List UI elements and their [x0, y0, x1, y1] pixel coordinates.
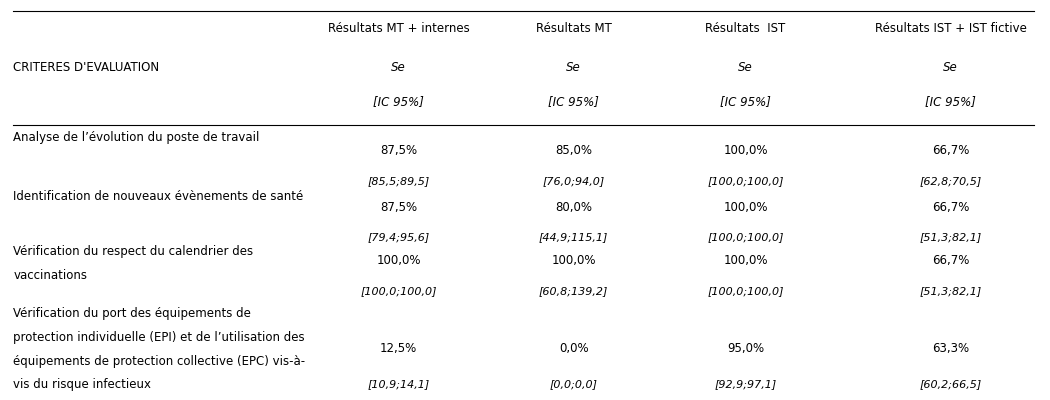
Text: Résultats IST + IST fictive: Résultats IST + IST fictive — [875, 22, 1027, 34]
Text: 100,0%: 100,0% — [551, 254, 596, 267]
Text: [0,0;0,0]: [0,0;0,0] — [549, 380, 597, 390]
Text: Analyse de l’évolution du poste de travail: Analyse de l’évolution du poste de trava… — [14, 131, 259, 144]
Text: Se: Se — [738, 60, 753, 74]
Text: [76,0;94,0]: [76,0;94,0] — [543, 176, 605, 186]
Text: [100,0;100,0]: [100,0;100,0] — [708, 176, 783, 186]
Text: [IC 95%]: [IC 95%] — [720, 95, 771, 108]
Text: 100,0%: 100,0% — [723, 200, 768, 214]
Text: 0,0%: 0,0% — [559, 342, 588, 355]
Text: [85,5;89,5]: [85,5;89,5] — [368, 176, 429, 186]
Text: [92,9;97,1]: [92,9;97,1] — [714, 380, 777, 390]
Text: CRITERES D'EVALUATION: CRITERES D'EVALUATION — [14, 60, 160, 74]
Text: Se: Se — [392, 60, 406, 74]
Text: [IC 95%]: [IC 95%] — [925, 95, 976, 108]
Text: 85,0%: 85,0% — [555, 144, 592, 157]
Text: 87,5%: 87,5% — [380, 200, 417, 214]
Text: 87,5%: 87,5% — [380, 144, 417, 157]
Text: 80,0%: 80,0% — [555, 200, 592, 214]
Text: 66,7%: 66,7% — [932, 254, 969, 267]
Text: [51,3;82,1]: [51,3;82,1] — [920, 286, 982, 296]
Text: 95,0%: 95,0% — [727, 342, 764, 355]
Text: 100,0%: 100,0% — [723, 144, 768, 157]
Text: 100,0%: 100,0% — [376, 254, 421, 267]
Text: Résultats MT: Résultats MT — [536, 22, 611, 34]
Text: [100,0;100,0]: [100,0;100,0] — [360, 286, 437, 296]
Text: [44,9;115,1]: [44,9;115,1] — [539, 232, 608, 242]
Text: [60,8;139,2]: [60,8;139,2] — [539, 286, 608, 296]
Text: 100,0%: 100,0% — [723, 254, 768, 267]
Text: 66,7%: 66,7% — [932, 200, 969, 214]
Text: Vérification du port des équipements de: Vérification du port des équipements de — [14, 307, 251, 320]
Text: [IC 95%]: [IC 95%] — [548, 95, 600, 108]
Text: 63,3%: 63,3% — [932, 342, 969, 355]
Text: Se: Se — [943, 60, 959, 74]
Text: [51,3;82,1]: [51,3;82,1] — [920, 232, 982, 242]
Text: vaccinations: vaccinations — [14, 269, 87, 282]
Text: 12,5%: 12,5% — [380, 342, 417, 355]
Text: protection individuelle (EPI) et de l’utilisation des: protection individuelle (EPI) et de l’ut… — [14, 331, 304, 344]
Text: [10,9;14,1]: [10,9;14,1] — [368, 380, 429, 390]
Text: [62,8;70,5]: [62,8;70,5] — [920, 176, 982, 186]
Text: [100,0;100,0]: [100,0;100,0] — [708, 232, 783, 242]
Text: Identification de nouveaux évènements de santé: Identification de nouveaux évènements de… — [14, 190, 303, 204]
Text: Résultats  IST: Résultats IST — [706, 22, 785, 34]
Text: Se: Se — [566, 60, 581, 74]
Text: vis du risque infectieux: vis du risque infectieux — [14, 378, 151, 392]
Text: [79,4;95,6]: [79,4;95,6] — [368, 232, 429, 242]
Text: Résultats MT + internes: Résultats MT + internes — [328, 22, 469, 34]
Text: [100,0;100,0]: [100,0;100,0] — [708, 286, 783, 296]
Text: 66,7%: 66,7% — [932, 144, 969, 157]
Text: [IC 95%]: [IC 95%] — [373, 95, 424, 108]
Text: [60,2;66,5]: [60,2;66,5] — [920, 380, 982, 390]
Text: Vérification du respect du calendrier des: Vérification du respect du calendrier de… — [14, 245, 253, 258]
Text: équipements de protection collective (EPC) vis-à-: équipements de protection collective (EP… — [14, 355, 306, 368]
